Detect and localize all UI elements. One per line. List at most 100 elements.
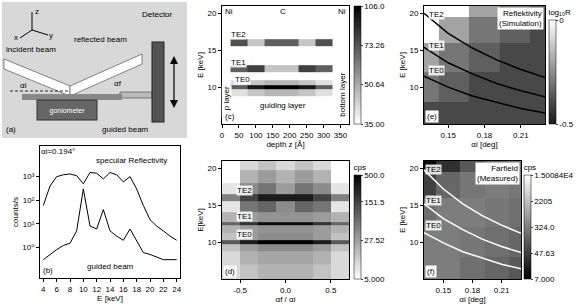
svg-text:Farfield(Measured): Farfield(Measured) (477, 164, 518, 183)
svg-text:incident beam: incident beam (6, 45, 56, 54)
svg-text:E [keV]: E [keV] (398, 207, 407, 233)
svg-text:TE2: TE2 (426, 165, 441, 174)
svg-text:20: 20 (207, 9, 216, 18)
svg-text:-0.5: -0.5 (233, 286, 247, 295)
svg-text:αi [deg]: αi [deg] (459, 295, 485, 304)
svg-text:Detector: Detector (142, 10, 173, 19)
svg-text:0.15: 0.15 (440, 131, 456, 140)
svg-text:(f): (f) (427, 267, 435, 276)
svg-text:(e): (e) (427, 112, 437, 121)
svg-text:350: 350 (334, 131, 348, 140)
svg-text:20: 20 (409, 9, 418, 18)
svg-text:10: 10 (409, 83, 418, 92)
svg-text:100: 100 (249, 131, 263, 140)
svg-text:E[keV]: E[keV] (196, 208, 205, 232)
svg-text:guided beam: guided beam (102, 125, 149, 134)
svg-text:cps: cps (524, 163, 536, 172)
svg-text:73.26: 73.26 (364, 41, 385, 50)
svg-text:Ni: Ni (225, 7, 233, 16)
svg-text:10²: 10² (23, 196, 35, 205)
svg-text:E [keV]: E [keV] (196, 52, 205, 78)
svg-text:(c): (c) (225, 112, 235, 121)
svg-text:35.00: 35.00 (364, 120, 385, 129)
svg-text:106.0: 106.0 (364, 2, 385, 11)
svg-text:10⁰: 10⁰ (22, 243, 34, 252)
svg-text:E [keV]: E [keV] (97, 294, 123, 303)
svg-text:0.15: 0.15 (436, 286, 452, 295)
svg-text:counts/s: counts/s (11, 197, 20, 227)
svg-text:14: 14 (106, 285, 115, 294)
svg-text:reflected beam: reflected beam (74, 35, 127, 44)
svg-text:5.000: 5.000 (364, 275, 385, 284)
svg-text:6: 6 (54, 285, 59, 294)
svg-text:151.5: 151.5 (364, 198, 385, 207)
svg-text:0.18: 0.18 (465, 286, 481, 295)
svg-text:8: 8 (68, 285, 73, 294)
svg-text:Reflektivity(Simulation): Reflektivity(Simulation) (499, 9, 542, 28)
svg-text:0: 0 (220, 131, 225, 140)
svg-text:10³: 10³ (23, 172, 35, 181)
svg-text:specular Reflectivity: specular Reflectivity (96, 156, 167, 165)
svg-text:TE0: TE0 (429, 66, 444, 75)
svg-text:10: 10 (207, 83, 216, 92)
svg-text:20: 20 (146, 285, 155, 294)
svg-text:27.52: 27.52 (364, 236, 385, 245)
svg-text:24: 24 (172, 285, 181, 294)
svg-text:16: 16 (119, 285, 128, 294)
svg-text:15: 15 (207, 46, 216, 55)
svg-text:αf: αf (114, 79, 122, 88)
svg-text:z: z (35, 7, 39, 16)
svg-text:αf / αi: αf / αi (276, 295, 296, 304)
svg-text:15: 15 (207, 201, 216, 210)
svg-text:C: C (280, 7, 286, 16)
svg-text:0.0: 0.0 (280, 286, 292, 295)
svg-text:x: x (14, 33, 18, 42)
svg-text:47.63: 47.63 (534, 249, 555, 258)
svg-text:guided beam: guided beam (87, 262, 134, 271)
svg-text:log₁₀R: log₁₀R (548, 8, 571, 17)
svg-text:0.21: 0.21 (494, 286, 510, 295)
svg-text:y: y (49, 31, 53, 40)
svg-text:depth z [Å]: depth z [Å] (266, 140, 304, 149)
svg-text:1.50084E4: 1.50084E4 (534, 171, 573, 180)
svg-text:300: 300 (317, 131, 331, 140)
svg-text:TE1: TE1 (429, 41, 444, 50)
svg-text:20: 20 (207, 164, 216, 173)
svg-text:18: 18 (132, 285, 141, 294)
svg-text:-0.5: -0.5 (559, 120, 573, 129)
svg-text:TE1: TE1 (231, 58, 246, 67)
svg-text:7.000: 7.000 (534, 275, 555, 284)
svg-text:2205: 2205 (534, 197, 552, 206)
svg-text:top layer: top layer (222, 86, 231, 117)
svg-text:22: 22 (159, 285, 168, 294)
svg-text:15: 15 (409, 46, 418, 55)
svg-text:12: 12 (92, 285, 101, 294)
svg-text:0.18: 0.18 (477, 131, 493, 140)
svg-text:Ni: Ni (338, 7, 346, 16)
svg-text:10: 10 (79, 285, 88, 294)
svg-text:150: 150 (266, 131, 280, 140)
svg-text:αi [deg]: αi [deg] (471, 140, 497, 149)
svg-text:0: 0 (559, 16, 564, 25)
svg-text:(a): (a) (6, 125, 16, 134)
svg-text:αi: αi (20, 81, 27, 90)
svg-text:TE1: TE1 (426, 196, 441, 205)
svg-text:guiding layer: guiding layer (260, 101, 306, 110)
svg-text:500.0: 500.0 (364, 171, 385, 180)
svg-text:TE0: TE0 (426, 221, 441, 230)
svg-text:10: 10 (207, 238, 216, 247)
svg-text:0.21: 0.21 (513, 131, 529, 140)
svg-text:200: 200 (283, 131, 297, 140)
svg-text:50: 50 (234, 131, 243, 140)
svg-text:324.0: 324.0 (534, 223, 555, 232)
svg-text:bottom layer: bottom layer (338, 72, 347, 116)
svg-text:TE0: TE0 (235, 75, 250, 84)
svg-text:(d): (d) (225, 267, 235, 276)
svg-text:4: 4 (41, 285, 46, 294)
svg-text:10: 10 (409, 238, 418, 247)
svg-text:αi=0.194°: αi=0.194° (41, 147, 75, 156)
svg-text:(b): (b) (43, 266, 53, 275)
svg-text:50.64: 50.64 (364, 80, 385, 89)
svg-text:TE2: TE2 (231, 30, 246, 39)
svg-text:15: 15 (409, 201, 418, 210)
